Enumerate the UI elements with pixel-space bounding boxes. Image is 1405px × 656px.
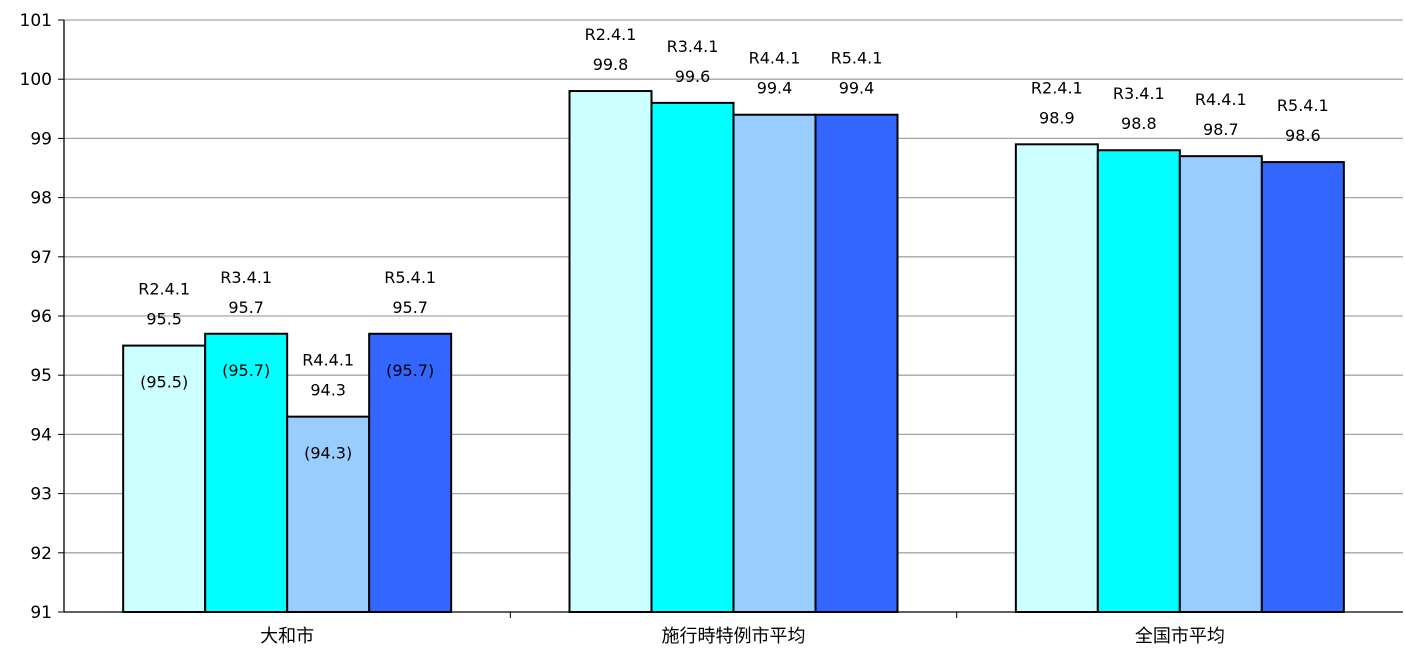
y-tick-label: 100: [20, 70, 52, 90]
category-label: 大和市: [260, 626, 314, 647]
bar: [1014, 143, 1099, 613]
bar-period-label: R4.4.1: [1195, 90, 1247, 109]
bar-period-label: R2.4.1: [138, 280, 190, 299]
bar-value-label: 95.7: [392, 298, 428, 317]
bar: [1260, 161, 1345, 614]
y-tick-label: 93: [30, 485, 52, 505]
bar: [122, 344, 207, 613]
y-tick-label: 99: [30, 129, 52, 149]
bar-value-label: 98.6: [1285, 126, 1321, 145]
bar: [568, 90, 653, 614]
bar-period-label: R3.4.1: [1113, 84, 1165, 103]
bar-period-label: R4.4.1: [749, 49, 801, 68]
bar-value-label: 99.8: [593, 55, 629, 74]
bar-inner-label: (95.7): [222, 361, 270, 380]
bar-inner-label: (94.3): [304, 444, 352, 463]
y-tick-label: 98: [30, 189, 52, 209]
bar-period-label: R5.4.1: [1277, 96, 1329, 115]
bar-period-label: R4.4.1: [302, 351, 354, 370]
bar-value-label: 98.7: [1203, 120, 1239, 139]
y-tick-label: 94: [30, 425, 52, 445]
bar-inner-label: (95.5): [140, 373, 188, 392]
bar: [286, 415, 371, 614]
bar: [1178, 155, 1263, 613]
bar: [650, 101, 735, 613]
bar: [814, 113, 899, 613]
bar: [732, 113, 817, 613]
data-labels: R2.4.1 95.5 (95.5) R3.4.1 95.7 (95.7) R4.4.1 94…: [138, 25, 1328, 463]
bar-value-label: 99.6: [675, 67, 711, 86]
bars: [122, 90, 1345, 614]
bar-value-label: 95.7: [228, 298, 264, 317]
y-tick-label: 95: [30, 366, 52, 386]
bar-period-label: R5.4.1: [831, 49, 883, 68]
bar-value-label: 95.5: [146, 310, 182, 329]
bar-period-label: R3.4.1: [220, 268, 272, 287]
category-label: 施行時特例市平均: [662, 626, 806, 647]
category-label: 全国市平均: [1135, 626, 1225, 647]
bar-period-label: R5.4.1: [384, 268, 436, 287]
bar-inner-label: (95.7): [386, 361, 434, 380]
y-tick-label: 97: [30, 248, 52, 268]
bar: [1096, 149, 1181, 614]
bar: [368, 332, 453, 613]
bar-value-label: 99.4: [757, 79, 793, 98]
bar-period-label: R2.4.1: [1031, 78, 1083, 97]
bar-value-label: 94.3: [310, 381, 346, 400]
y-tick-label: 91: [30, 603, 52, 623]
bar-value-label: 98.8: [1121, 114, 1157, 133]
y-tick-label: 96: [30, 307, 52, 327]
bar-value-label: 99.4: [839, 79, 875, 98]
bar-period-label: R3.4.1: [667, 37, 719, 56]
y-tick-label: 101: [20, 11, 52, 31]
bar-period-label: R2.4.1: [585, 25, 637, 44]
y-tick-label: 92: [30, 544, 52, 564]
bar-value-label: 98.9: [1039, 108, 1075, 127]
